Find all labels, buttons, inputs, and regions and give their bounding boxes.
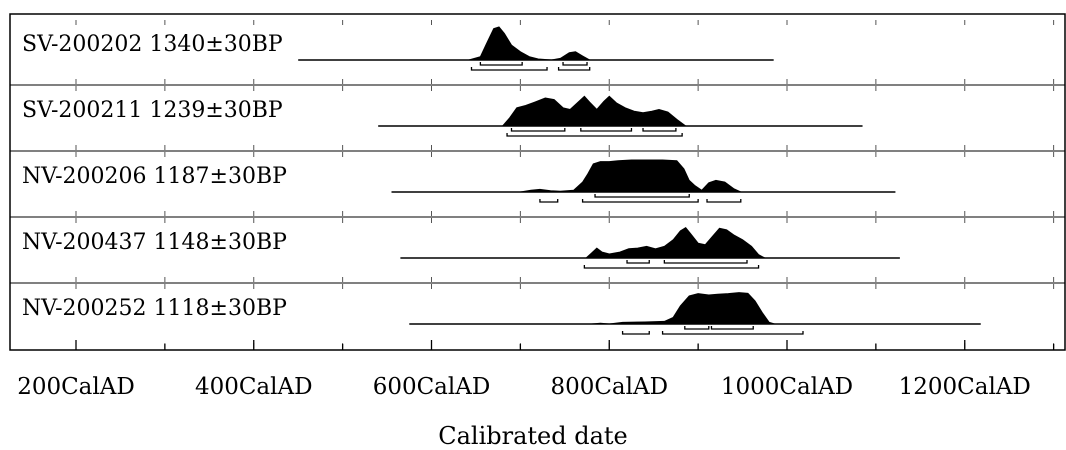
probability-distribution xyxy=(501,95,688,127)
sigma2-range-bracket xyxy=(661,331,804,335)
sigma1-range-bracket xyxy=(710,326,754,330)
sigma1-range-bracket xyxy=(626,260,650,264)
sample-label: NV-200437 1148±30BP xyxy=(22,230,287,255)
sigma2-range-bracket xyxy=(621,331,650,335)
probability-distribution xyxy=(520,159,742,193)
sample-row: NV-200206 1187±30BP xyxy=(10,150,1065,216)
sample-label: SV-200211 1239±30BP xyxy=(22,98,283,123)
sigma1-range-bracket xyxy=(663,260,748,264)
sigma1-range-bracket xyxy=(580,128,633,132)
probability-distribution xyxy=(591,292,775,325)
x-axis-layer: 200CalAD 400CalAD 600CalAD 800CalAD 1000CalA… xyxy=(17,340,1055,400)
sigma1-range-bracket xyxy=(594,194,690,198)
x-tick-label: 600CalAD xyxy=(373,374,491,400)
sigma1-range-bracket xyxy=(510,128,566,132)
probability-distribution xyxy=(584,226,766,259)
x-tick-label: 1000CalAD xyxy=(721,374,853,400)
x-axis-title: Calibrated date xyxy=(438,422,628,450)
sigma2-range-bracket xyxy=(470,67,548,71)
sigma1-range-bracket xyxy=(562,62,588,66)
x-tick-label: 1200CalAD xyxy=(899,374,1031,400)
x-tick-label: 200CalAD xyxy=(17,374,135,400)
probability-distribution xyxy=(468,26,592,61)
sigma2-range-bracket xyxy=(706,199,742,203)
sigma2-range-bracket xyxy=(583,265,760,269)
sample-row: NV-200252 1118±30BP xyxy=(10,282,1065,348)
sigma2-range-bracket xyxy=(506,133,683,137)
sample-row: NV-200437 1148±30BP xyxy=(10,216,1065,282)
x-tick-label: 800CalAD xyxy=(550,374,668,400)
sigma1-range-bracket xyxy=(479,62,523,66)
sigma2-range-bracket xyxy=(581,199,699,203)
sample-label: NV-200206 1187±30BP xyxy=(22,164,287,189)
sample-label: NV-200252 1118±30BP xyxy=(22,296,287,321)
sample-row: SV-200202 1340±30BP xyxy=(22,20,1055,84)
sample-row: SV-200211 1239±30BP xyxy=(10,84,1065,150)
sigma2-range-bracket xyxy=(539,199,559,203)
plot-frame xyxy=(9,13,1066,351)
plot-frame-layer xyxy=(9,13,1066,351)
sigma1-range-bracket xyxy=(684,326,710,330)
sigma1-range-bracket xyxy=(642,128,677,132)
sample-label: SV-200202 1340±30BP xyxy=(22,32,283,57)
sample-rows-layer: SV-200202 1340±30BP SV-200211 1239±30BP NV… xyxy=(10,20,1065,348)
x-tick-label: 400CalAD xyxy=(195,374,313,400)
sigma2-range-bracket xyxy=(557,67,591,71)
